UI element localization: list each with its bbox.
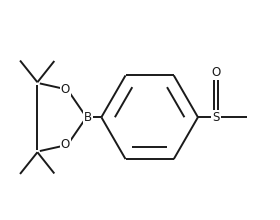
Text: O: O <box>60 83 70 96</box>
Text: O: O <box>211 66 221 79</box>
Text: O: O <box>60 139 70 152</box>
Text: B: B <box>84 111 92 124</box>
Text: S: S <box>212 111 220 124</box>
